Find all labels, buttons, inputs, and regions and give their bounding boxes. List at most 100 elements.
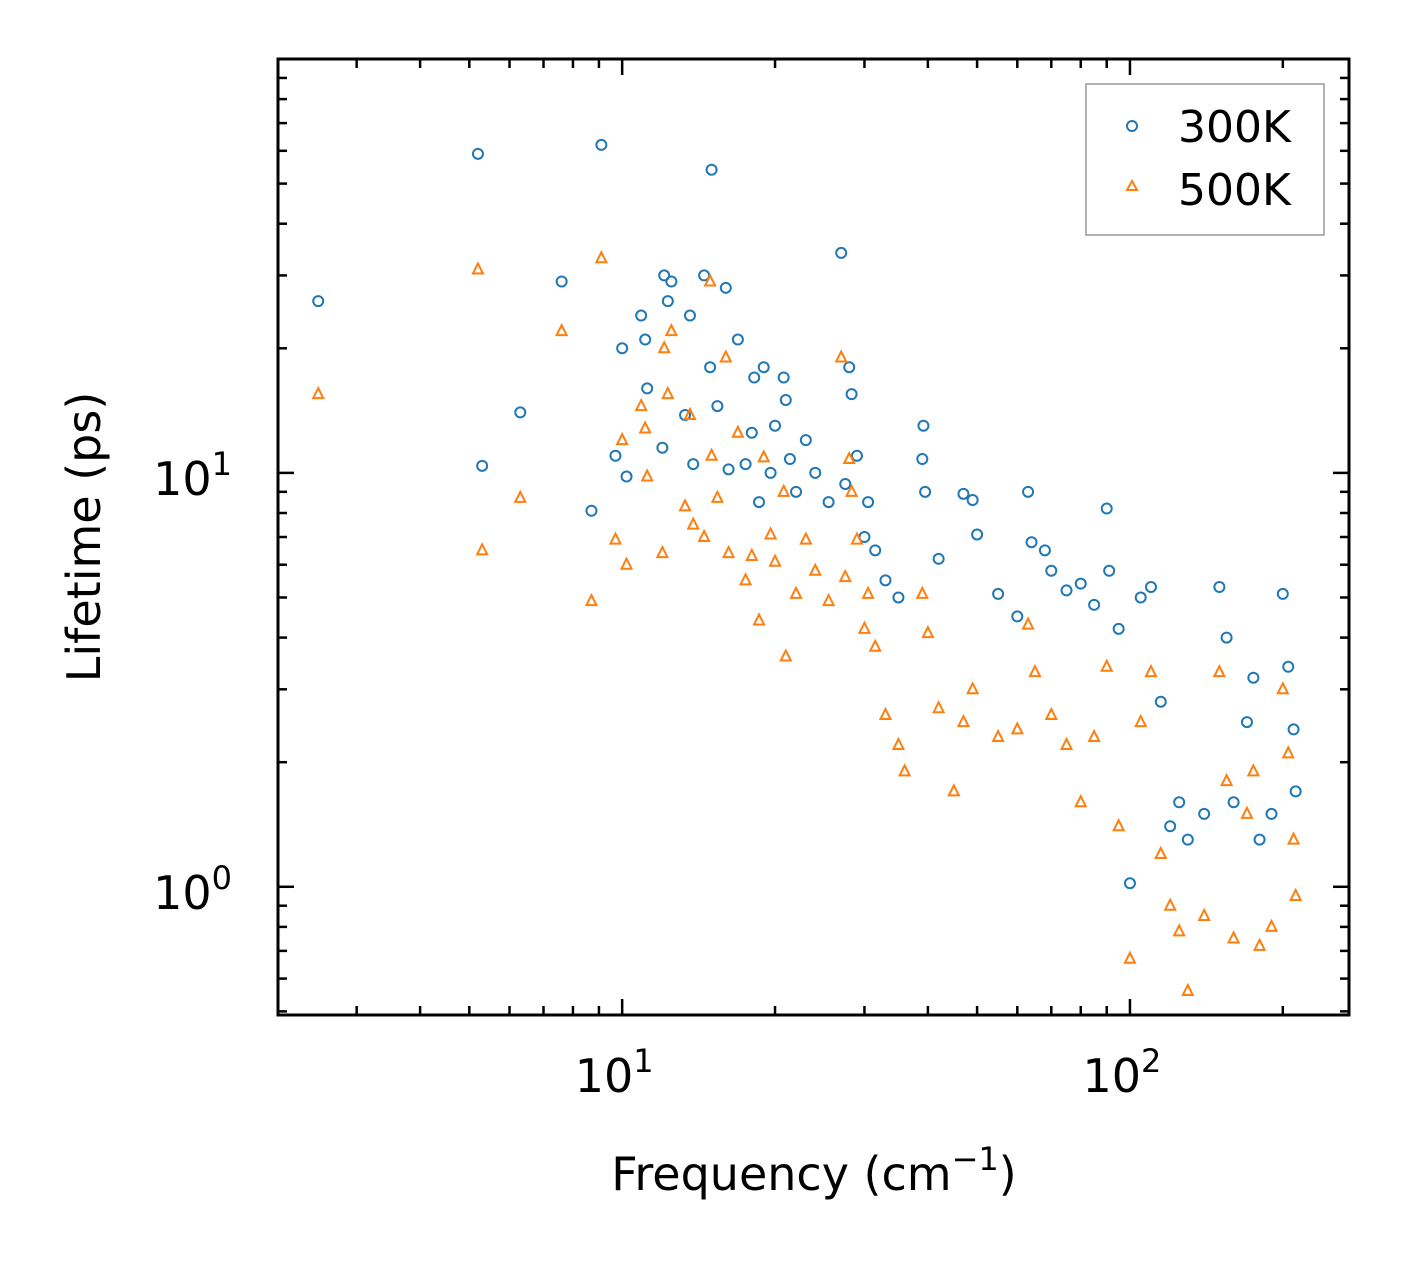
data-point-300k [1011, 610, 1024, 623]
data-point-500k [1144, 663, 1158, 678]
data-point-300k [665, 275, 678, 288]
data-point-300k [1253, 833, 1266, 846]
data-point-300k [683, 309, 696, 322]
data-point-500k [838, 568, 852, 583]
data-point-500k [638, 420, 652, 434]
data-point-300k [1112, 622, 1125, 635]
data-point-300k [1025, 536, 1038, 549]
data-point-500k [1059, 736, 1074, 751]
data-point-500k [1212, 663, 1226, 678]
data-point-500k [686, 516, 700, 530]
data-point-300k [748, 371, 761, 384]
data-point-300k [790, 485, 803, 498]
x-axis-title: Frequency (cm−1) [611, 1140, 1016, 1201]
data-point-500k [1181, 982, 1195, 996]
data-point-500k [1044, 706, 1058, 721]
data-point-300k [869, 544, 882, 557]
data-point-500k [850, 531, 864, 545]
data-point-500k [1074, 794, 1088, 808]
data-point-500k [947, 783, 961, 797]
data-point-300k [1022, 485, 1035, 498]
y-tick-label: 101 [153, 445, 232, 506]
data-point-300k [1103, 564, 1116, 577]
data-point-300k [916, 453, 929, 466]
data-points [311, 138, 1303, 996]
data-point-300k [476, 459, 489, 472]
data-point-500k [808, 562, 822, 576]
data-point-500k [1010, 721, 1024, 735]
data-point-300k [1060, 584, 1073, 597]
data-point-300k [769, 419, 782, 432]
data-point-500k [697, 528, 711, 542]
data-point-500k [844, 483, 859, 497]
data-point-300k [966, 493, 979, 506]
data-point-300k [616, 342, 629, 355]
data-point-300k [1240, 716, 1253, 729]
data-point-500k [1112, 818, 1126, 832]
data-point-500k [768, 553, 782, 567]
data-point-500k [1219, 772, 1234, 787]
data-point-300k [1181, 833, 1194, 846]
data-point-500k [710, 489, 725, 503]
data-point-300k [719, 281, 732, 294]
data-point-500k [719, 349, 733, 363]
data-point-300k [639, 333, 652, 346]
data-point-500k [861, 585, 875, 599]
data-point-300k [764, 466, 777, 479]
series-500k [311, 250, 1303, 996]
data-point-500k [704, 447, 719, 461]
data-point-500k [966, 681, 980, 695]
y-tick-label: 100 [153, 859, 232, 920]
data-point-500k [615, 431, 629, 446]
data-point-300k [1154, 695, 1167, 708]
data-point-500k [1172, 923, 1186, 937]
data-point-500k [731, 424, 745, 438]
data-point-500k [640, 468, 654, 482]
data-point-300k [799, 434, 812, 447]
data-point-500k [745, 547, 759, 561]
data-point-500k [857, 620, 872, 634]
data-point-500k [584, 592, 599, 607]
legend-marker-300k [1126, 120, 1138, 132]
data-point-500k [915, 585, 929, 599]
data-point-300k [835, 246, 848, 259]
data-point-300k [1276, 587, 1289, 600]
data-point-300k [711, 400, 724, 413]
legend: 300K 500K [1085, 83, 1325, 236]
data-point-300k [1173, 796, 1186, 809]
data-point-500k [891, 736, 906, 751]
data-point-500k [721, 544, 736, 559]
data-point-500k [1087, 728, 1101, 743]
data-point-300k [620, 470, 633, 483]
data-point-300k [739, 458, 752, 471]
data-point-300k [1134, 591, 1147, 604]
data-point-300k [1220, 631, 1233, 644]
data-point-500k [594, 250, 608, 264]
data-point-300k [822, 496, 835, 509]
data-point-500k [608, 531, 623, 545]
data-point-300k [585, 504, 598, 517]
data-point-500k [921, 624, 935, 639]
data-point-300k [992, 587, 1005, 600]
data-point-500k [821, 592, 836, 607]
data-point-500k [991, 728, 1005, 743]
data-point-300k [658, 269, 671, 282]
data-point-300k [1287, 723, 1300, 736]
data-point-300k [609, 449, 622, 462]
data-point-500k [799, 531, 813, 545]
data-point-500k [779, 648, 793, 662]
data-point-300k [641, 382, 654, 395]
data-point-500k [932, 700, 946, 714]
data-point-500k [475, 542, 489, 556]
data-point-300k [745, 426, 758, 439]
data-point-500k [757, 449, 771, 463]
data-point-500k [1264, 918, 1279, 932]
data-point-500k [868, 638, 882, 652]
data-point-500k [1021, 616, 1035, 630]
data-point-300k [704, 361, 717, 374]
data-point-300k [932, 552, 945, 565]
data-point-300k [1265, 807, 1278, 820]
data-point-300k [635, 309, 648, 322]
x-tick-label: 101 [575, 1042, 654, 1103]
data-point-500k [664, 322, 678, 337]
